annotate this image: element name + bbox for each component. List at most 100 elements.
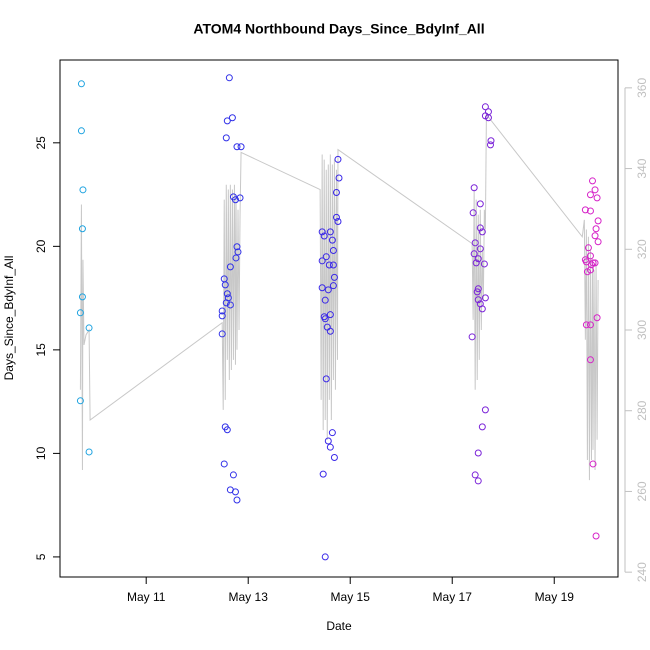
point bbox=[334, 155, 342, 163]
point bbox=[329, 282, 337, 290]
y-tick-label: 20 bbox=[34, 239, 48, 253]
point bbox=[593, 194, 601, 202]
point bbox=[78, 225, 86, 233]
point bbox=[471, 239, 479, 247]
point bbox=[586, 321, 594, 329]
y2-tick-label: 360 bbox=[635, 78, 649, 98]
point bbox=[594, 217, 602, 225]
point bbox=[85, 448, 93, 456]
point bbox=[321, 553, 329, 561]
point bbox=[470, 184, 478, 192]
point bbox=[335, 174, 343, 182]
y2-tick-label: 240 bbox=[635, 562, 649, 582]
point bbox=[476, 200, 484, 208]
x-tick-label: May 15 bbox=[331, 590, 371, 604]
point bbox=[589, 460, 597, 468]
point bbox=[223, 426, 231, 434]
point bbox=[582, 321, 590, 329]
point bbox=[319, 470, 327, 478]
point bbox=[329, 261, 337, 269]
line bbox=[79, 113, 599, 481]
point bbox=[78, 293, 86, 301]
chart-title: ATOM4 Northbound Days_Since_BdyInf_All bbox=[193, 21, 484, 37]
x-tick-label: May 17 bbox=[433, 590, 473, 604]
point bbox=[587, 261, 595, 269]
y-axis-label: Days_Since_BdyInf_All bbox=[2, 256, 16, 381]
point bbox=[484, 108, 492, 116]
point bbox=[474, 449, 482, 457]
point bbox=[324, 286, 332, 294]
point bbox=[229, 471, 237, 479]
point bbox=[583, 268, 591, 276]
point bbox=[586, 207, 594, 215]
point bbox=[592, 532, 600, 540]
point bbox=[222, 134, 230, 142]
point bbox=[218, 307, 226, 315]
point bbox=[76, 397, 84, 405]
point bbox=[318, 228, 326, 236]
x-tick-label: May 13 bbox=[229, 590, 269, 604]
point bbox=[481, 103, 489, 111]
point bbox=[332, 213, 340, 221]
point bbox=[234, 248, 242, 256]
point bbox=[329, 246, 337, 254]
point bbox=[233, 496, 241, 504]
point bbox=[325, 261, 333, 269]
point bbox=[322, 375, 330, 383]
point bbox=[318, 284, 326, 292]
point bbox=[324, 437, 332, 445]
point bbox=[470, 250, 478, 258]
point bbox=[220, 460, 228, 468]
point bbox=[586, 252, 594, 260]
point bbox=[480, 260, 488, 268]
point bbox=[474, 477, 482, 485]
point bbox=[581, 206, 589, 214]
point bbox=[474, 296, 482, 304]
point bbox=[231, 196, 239, 204]
point bbox=[591, 232, 599, 240]
point bbox=[471, 471, 479, 479]
point bbox=[226, 263, 234, 271]
point bbox=[326, 327, 334, 335]
point bbox=[223, 117, 231, 125]
point bbox=[582, 258, 590, 266]
point bbox=[322, 253, 330, 261]
point bbox=[330, 454, 338, 462]
point bbox=[478, 228, 486, 236]
point bbox=[474, 285, 482, 293]
point bbox=[76, 309, 84, 317]
point bbox=[478, 423, 486, 431]
y-tick-label: 25 bbox=[34, 136, 48, 150]
point bbox=[473, 288, 481, 296]
point bbox=[321, 315, 329, 323]
point bbox=[328, 236, 336, 244]
point bbox=[487, 137, 495, 145]
y2-tick-label: 260 bbox=[635, 481, 649, 501]
y-tick-label: 10 bbox=[34, 446, 48, 460]
point bbox=[591, 259, 599, 267]
plot-frame bbox=[59, 59, 619, 578]
point bbox=[226, 486, 234, 494]
point bbox=[225, 74, 233, 82]
point bbox=[586, 191, 594, 199]
x-tick-label: May 11 bbox=[127, 590, 166, 604]
point bbox=[469, 209, 477, 217]
point bbox=[484, 114, 492, 122]
x-axis-label: Date bbox=[326, 619, 352, 633]
point bbox=[79, 186, 87, 194]
point bbox=[233, 243, 241, 251]
point bbox=[328, 429, 336, 437]
point bbox=[226, 301, 234, 309]
point bbox=[593, 314, 601, 322]
point bbox=[318, 257, 326, 265]
point bbox=[77, 80, 85, 88]
point bbox=[478, 305, 486, 313]
point bbox=[330, 273, 338, 281]
y2-tick-label: 300 bbox=[635, 320, 649, 340]
point bbox=[320, 232, 328, 240]
point bbox=[334, 217, 342, 225]
point bbox=[592, 225, 600, 233]
point bbox=[476, 224, 484, 232]
point bbox=[237, 143, 245, 151]
